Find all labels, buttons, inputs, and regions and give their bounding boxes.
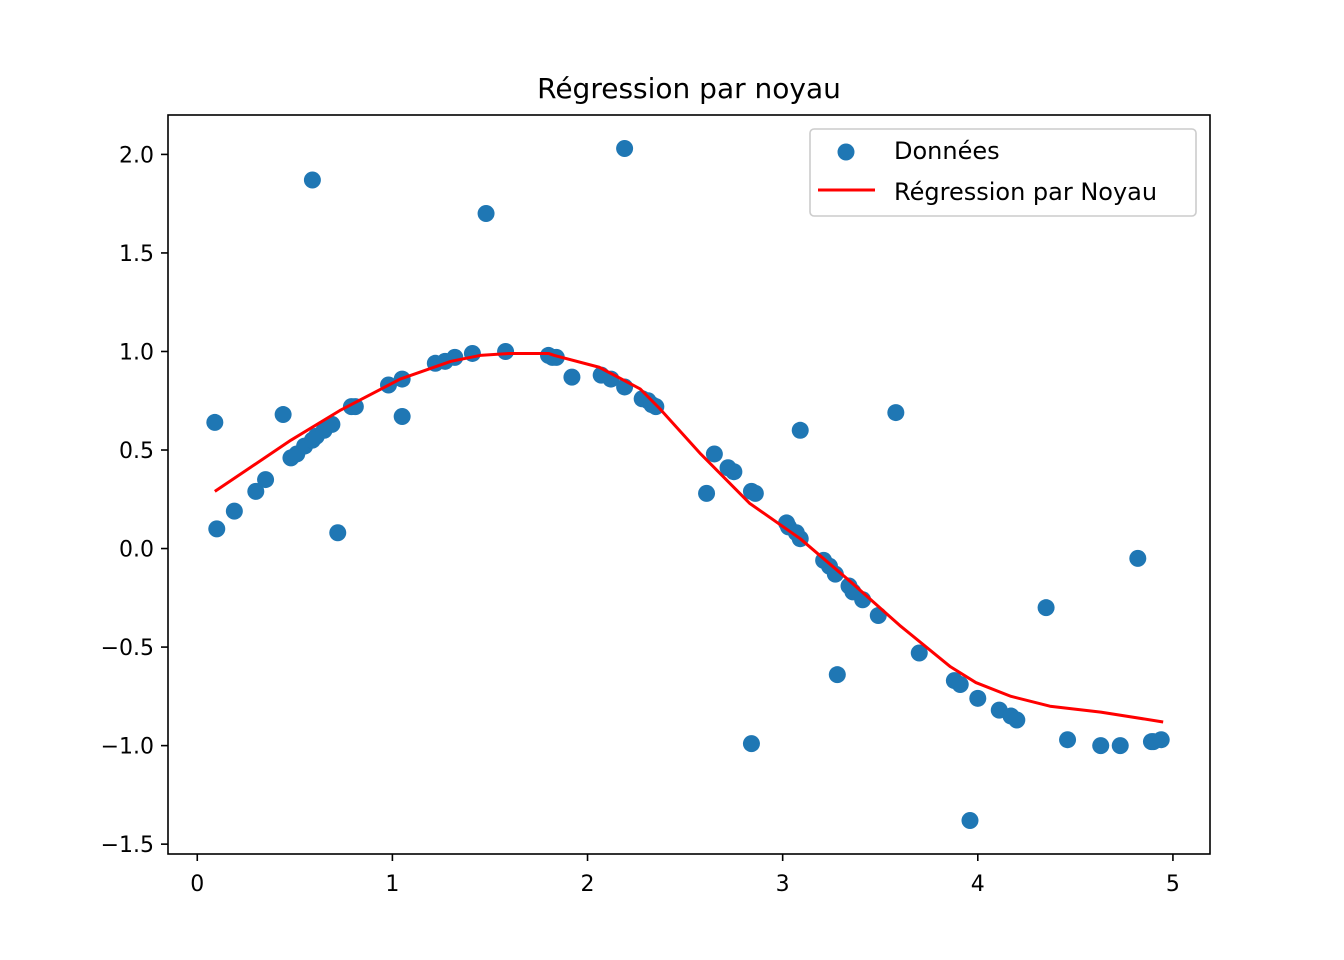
data-point [323, 415, 341, 433]
legend-box [809, 128, 1197, 217]
regression-line [213, 351, 1164, 724]
data-point [274, 406, 292, 424]
y-axis: 2.0 1.5 1.0 0.5 0.0 −0.5 −1.0 −1.5 [101, 143, 168, 858]
y-tick-label: 2.0 [119, 143, 154, 168]
data-point [725, 463, 743, 481]
data-point [563, 368, 581, 386]
y-tick-label: 1.5 [119, 242, 154, 267]
y-tick-label: 0.0 [119, 538, 154, 563]
data-point [951, 676, 969, 694]
data-point [208, 520, 226, 538]
y-tick-label: −1.5 [101, 833, 154, 858]
data-point [887, 404, 905, 422]
y-tick-label: 0.5 [119, 439, 154, 464]
data-point [1037, 599, 1055, 617]
plot-frame [167, 114, 1211, 855]
legend-label-regression: Régression par Noyau [894, 178, 1157, 206]
legend-scatter-marker [837, 143, 855, 161]
data-point [393, 408, 411, 426]
plot-area [206, 140, 1170, 829]
data-point [791, 421, 809, 439]
data-point [206, 413, 224, 431]
data-point [742, 735, 760, 753]
x-tick-label: 3 [776, 872, 790, 897]
data-point [910, 644, 928, 662]
data-point [257, 471, 275, 489]
data-point [477, 205, 495, 223]
data-point [329, 524, 347, 542]
data-point [1059, 731, 1077, 749]
data-point [705, 445, 723, 463]
data-point [961, 811, 979, 829]
data-point [1008, 711, 1026, 729]
data-point [616, 140, 634, 158]
data-point [346, 398, 364, 416]
data-point [1111, 737, 1129, 755]
x-tick-label: 5 [1166, 872, 1180, 897]
data-point [828, 666, 846, 684]
y-tick-label: −1.0 [101, 735, 154, 760]
data-point [497, 342, 515, 360]
legend: Données Régression par Noyau [809, 128, 1197, 217]
data-point [969, 689, 987, 707]
data-point [698, 484, 716, 502]
data-point [225, 502, 243, 520]
y-tick-label: 1.0 [119, 340, 154, 365]
data-point [869, 607, 887, 625]
data-point [826, 565, 844, 583]
x-axis: 0 1 2 3 4 5 [190, 854, 1180, 897]
x-tick-label: 4 [971, 872, 985, 897]
data-point [1092, 737, 1110, 755]
data-point [746, 484, 764, 502]
x-tick-label: 1 [385, 872, 399, 897]
data-point [303, 171, 321, 189]
chart-title: Régression par noyau [537, 72, 841, 105]
x-tick-label: 0 [190, 872, 204, 897]
data-point [247, 482, 265, 500]
legend-label-data: Données [894, 137, 1000, 165]
x-tick-label: 2 [581, 872, 595, 897]
y-tick-label: −0.5 [101, 636, 154, 661]
data-point [1129, 549, 1147, 567]
data-point [1152, 731, 1170, 749]
